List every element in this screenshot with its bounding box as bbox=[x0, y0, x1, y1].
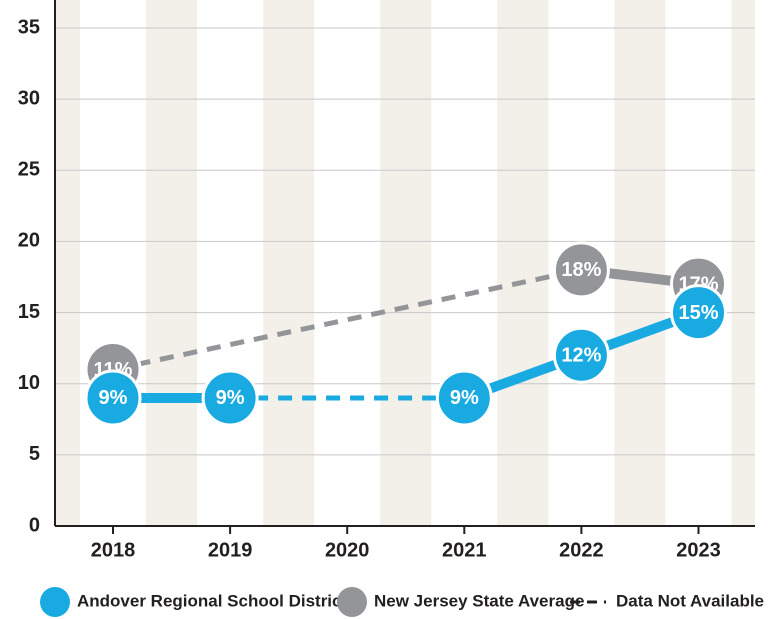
data-label: 15% bbox=[678, 302, 718, 324]
y-tick-label: 0 bbox=[29, 514, 40, 536]
column-band bbox=[314, 0, 381, 526]
column-band bbox=[431, 0, 498, 526]
point-marker bbox=[435, 369, 493, 427]
legend-label: Data Not Available bbox=[616, 591, 764, 610]
legend-label: Andover Regional School District bbox=[77, 591, 347, 610]
data-label: 9% bbox=[450, 387, 479, 409]
x-tick-label: 2018 bbox=[91, 539, 136, 561]
x-tick-label: 2019 bbox=[208, 539, 253, 561]
y-tick-label: 30 bbox=[18, 87, 40, 109]
point-marker bbox=[552, 241, 610, 299]
y-tick-label: 10 bbox=[18, 372, 40, 394]
y-tick-label: 5 bbox=[29, 443, 40, 465]
x-tick-label: 2022 bbox=[559, 539, 604, 561]
x-tick-label: 2023 bbox=[676, 539, 721, 561]
point-marker bbox=[552, 326, 610, 384]
column-band bbox=[80, 0, 146, 526]
y-tick-label: 20 bbox=[18, 230, 40, 252]
data-label: 9% bbox=[99, 387, 128, 409]
column-band bbox=[197, 0, 264, 526]
data-label: 9% bbox=[216, 387, 245, 409]
y-tick-label: 15 bbox=[18, 301, 40, 323]
y-tick-label: 25 bbox=[18, 159, 40, 181]
plot-background bbox=[55, 0, 755, 526]
point-marker bbox=[670, 284, 727, 342]
y-tick-label: 35 bbox=[18, 16, 40, 38]
x-tick-label: 2021 bbox=[442, 539, 487, 561]
legend-label: New Jersey State Average bbox=[374, 591, 584, 610]
legend-swatch bbox=[337, 587, 367, 617]
data-label: 18% bbox=[561, 259, 601, 281]
point-marker bbox=[84, 369, 142, 427]
legend-swatch bbox=[40, 587, 70, 617]
data-label: 12% bbox=[561, 345, 601, 367]
point-marker bbox=[201, 369, 259, 427]
gap-bridge bbox=[112, 267, 582, 372]
x-tick-label: 2020 bbox=[325, 539, 370, 561]
